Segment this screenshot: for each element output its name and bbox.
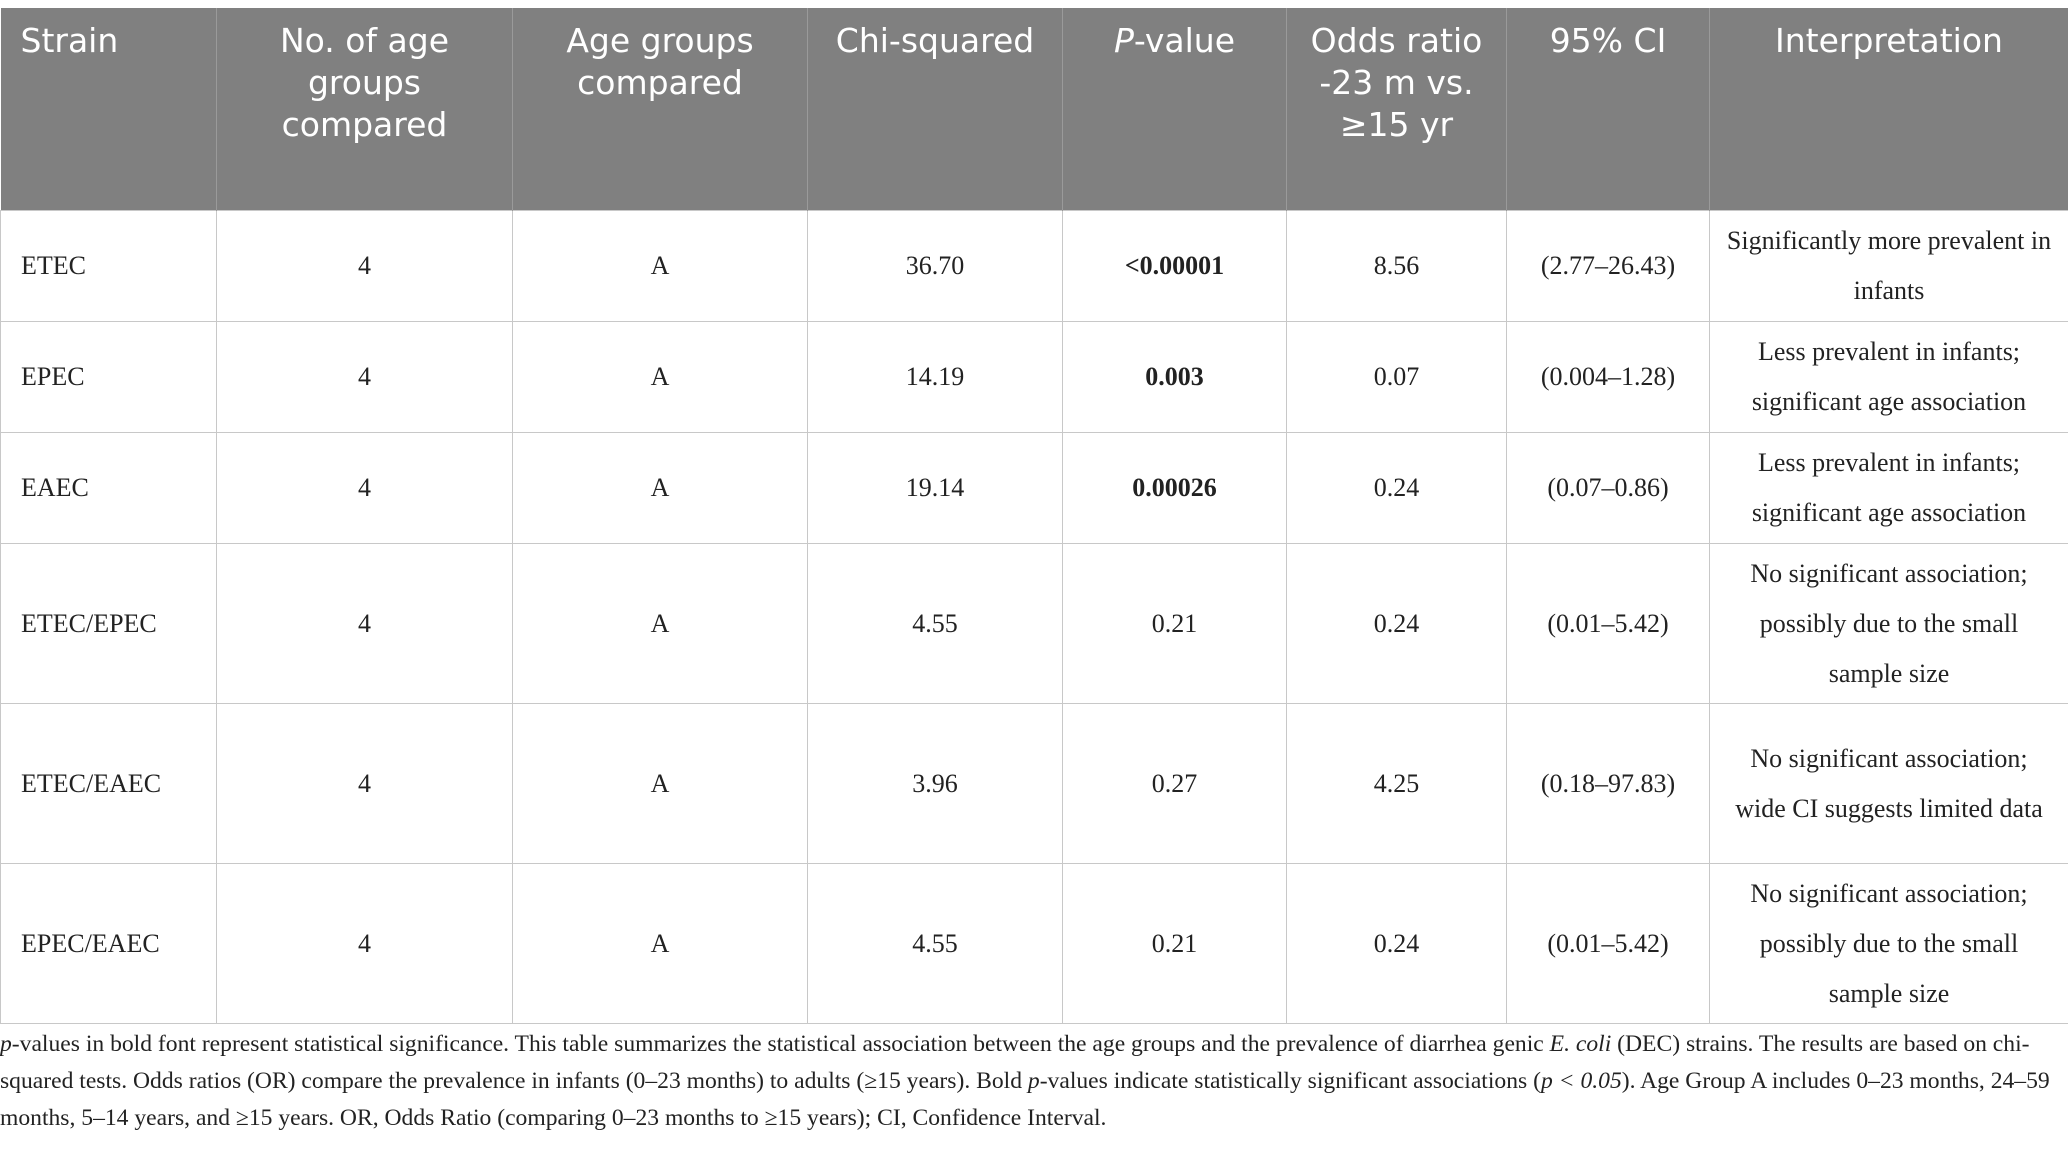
- column-header: Chi-squared: [807, 8, 1063, 211]
- table-cell: 0.21: [1062, 543, 1287, 704]
- table-cell: 4.55: [807, 863, 1063, 1024]
- footnote-part: (DEC) strains. The results are based on …: [0, 1031, 2030, 1094]
- footnote-part: ). Age Group A includes 0–23 months, 24–…: [0, 1068, 2050, 1131]
- table-cell: A: [512, 210, 808, 322]
- table-cell: (0.18–97.83): [1506, 703, 1710, 864]
- table-cell: 0.24: [1286, 863, 1507, 1024]
- table-cell: EAEC: [0, 432, 217, 544]
- table-cell: 4: [216, 703, 513, 864]
- table-cell: 4: [216, 321, 513, 433]
- table-cell: Less prevalent in infants; significant a…: [1709, 432, 2068, 544]
- table-cell: (0.07–0.86): [1506, 432, 1710, 544]
- table-cell: 4: [216, 863, 513, 1024]
- table-row: ETEC 4 A 36.70 <0.00001 8.56 (2.77–26.43) Signi…: [0, 210, 2068, 322]
- column-header: Age groups compared: [512, 8, 808, 211]
- header-part: P: [1113, 21, 1134, 60]
- cell-text: 0.003: [1145, 362, 1204, 391]
- cell-text: 0.00026: [1132, 473, 1217, 502]
- data-table: Strain No. of age groups compared Age gr…: [0, 8, 2068, 1024]
- table-cell: A: [512, 543, 808, 704]
- table-cell: EPEC: [0, 321, 217, 433]
- column-header: No. of age groups compared: [216, 8, 513, 211]
- table-cell: 0.24: [1286, 432, 1507, 544]
- table-cell: No significant association; wide CI sugg…: [1709, 703, 2068, 864]
- table-cell: 4.25: [1286, 703, 1507, 864]
- footnote-part: p < 0.05: [1540, 1068, 1622, 1094]
- column-header: Odds ratio -23 m vs. ≥15 yr: [1286, 8, 1507, 211]
- column-header: 95% CI: [1506, 8, 1710, 211]
- table-cell: (0.01–5.42): [1506, 543, 1710, 704]
- table-row: EAEC 4 A 19.14 0.00026 0.24 (0.07–0.86) Less pr…: [0, 432, 2068, 544]
- column-header: Interpretation: [1709, 8, 2068, 211]
- header-part: -value: [1133, 21, 1236, 60]
- table-row: EPEC/EAEC 4 A 4.55 0.21 0.24 (0.01–5.42) No sig…: [0, 863, 2068, 1024]
- table-cell: 0.27: [1062, 703, 1287, 864]
- cell-text: <0.00001: [1124, 251, 1225, 280]
- header-row: Strain No. of age groups compared Age gr…: [0, 8, 2068, 211]
- table-cell: 4.55: [807, 543, 1063, 704]
- table-cell: 4: [216, 432, 513, 544]
- table-row: ETEC/EPEC 4 A 4.55 0.21 0.24 (0.01–5.42) No sig…: [0, 543, 2068, 704]
- table-cell: 14.19: [807, 321, 1063, 433]
- footnote: p-values in bold font represent statisti…: [0, 1026, 2060, 1137]
- table-cell: 3.96: [807, 703, 1063, 864]
- table-cell: (2.77–26.43): [1506, 210, 1710, 322]
- table-cell: 0.21: [1062, 863, 1287, 1024]
- table-cell: Less prevalent in infants; significant a…: [1709, 321, 2068, 433]
- table-cell: ETEC/EAEC: [0, 703, 217, 864]
- footnote-part: -values in bold font represent statistic…: [11, 1031, 1550, 1057]
- table-cell: 19.14: [807, 432, 1063, 544]
- footnote-part: -values indicate statistically significa…: [1039, 1068, 1541, 1094]
- table-cell: 0.00026: [1062, 432, 1287, 544]
- table-cell: EPEC/EAEC: [0, 863, 217, 1024]
- footnote-part: p: [1027, 1068, 1040, 1094]
- table-cell: 0.07: [1286, 321, 1507, 433]
- table-cell: 4: [216, 543, 513, 704]
- footnote-part: p: [0, 1031, 12, 1057]
- table-cell: 36.70: [807, 210, 1063, 322]
- table-cell: A: [512, 321, 808, 433]
- table-cell: Significantly more prevalent in infants: [1709, 210, 2068, 322]
- table-cell: No significant association; possibly due…: [1709, 863, 2068, 1024]
- table-cell: 4: [216, 210, 513, 322]
- table-row: ETEC/EAEC 4 A 3.96 0.27 4.25 (0.18–97.83) No si…: [0, 703, 2068, 864]
- column-header: P-value: [1062, 8, 1287, 211]
- table-cell: ETEC: [0, 210, 217, 322]
- table-cell: 0.24: [1286, 543, 1507, 704]
- table-cell: 0.003: [1062, 321, 1287, 433]
- table-cell: ETEC/EPEC: [0, 543, 217, 704]
- table-cell: (0.004–1.28): [1506, 321, 1710, 433]
- table-cell: A: [512, 432, 808, 544]
- table-row: EPEC 4 A 14.19 0.003 0.07 (0.004–1.28) Less pre…: [0, 321, 2068, 433]
- table-cell: No significant association; possibly due…: [1709, 543, 2068, 704]
- column-header: Strain: [0, 8, 217, 211]
- table-cell: <0.00001: [1062, 210, 1287, 322]
- footnote-part: E. coli: [1549, 1031, 1612, 1057]
- table-cell: A: [512, 863, 808, 1024]
- table-cell: 8.56: [1286, 210, 1507, 322]
- table-cell: (0.01–5.42): [1506, 863, 1710, 1024]
- table-cell: A: [512, 703, 808, 864]
